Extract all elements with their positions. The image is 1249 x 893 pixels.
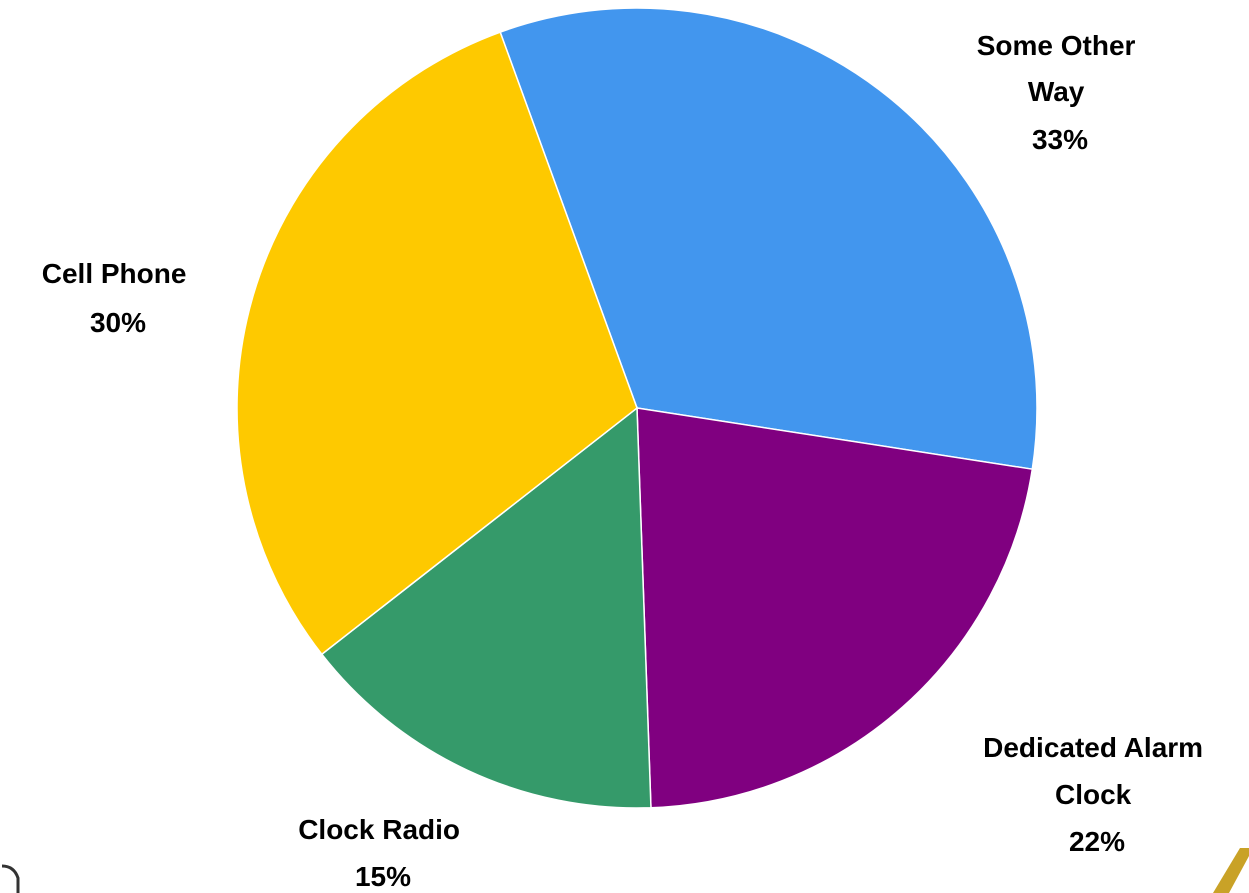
- label-clock-radio-line-1: Clock Radio: [298, 814, 460, 845]
- label-dedicated-alarm-clock: Dedicated Alarm Clock 22%: [983, 732, 1211, 857]
- pie-slice-some-other-way: [499, 7, 1038, 471]
- label-some-other-way-line-1: Some Other: [977, 30, 1136, 61]
- label-dedicated-alarm-clock-line-1: Dedicated Alarm: [983, 732, 1203, 763]
- label-some-other-way-line-2: Way: [1028, 76, 1085, 107]
- pie-slices: [236, 7, 1038, 809]
- logo-corner-mark: [1213, 848, 1249, 893]
- label-clock-radio-value: 15%: [355, 861, 411, 892]
- label-some-other-way: Some Other Way 33%: [977, 30, 1143, 155]
- pie-slice-clock-radio: [320, 406, 652, 809]
- label-some-other-way-value: 33%: [1032, 124, 1088, 155]
- label-dedicated-alarm-clock-value: 22%: [1069, 826, 1125, 857]
- pie-slice-dedicated-alarm-clock: [636, 407, 1034, 809]
- label-clock-radio: Clock Radio 15%: [298, 814, 468, 892]
- corner-fragment-mark: [1, 864, 20, 893]
- label-cell-phone: Cell Phone 30%: [42, 258, 194, 338]
- label-cell-phone-line-1: Cell Phone: [42, 258, 187, 289]
- slice-labels: Some Other Way 33% Dedicated Alarm Clock…: [42, 30, 1211, 892]
- label-dedicated-alarm-clock-line-2: Clock: [1055, 779, 1132, 810]
- label-cell-phone-value: 30%: [90, 307, 146, 338]
- pie-slice-cell-phone: [236, 31, 638, 656]
